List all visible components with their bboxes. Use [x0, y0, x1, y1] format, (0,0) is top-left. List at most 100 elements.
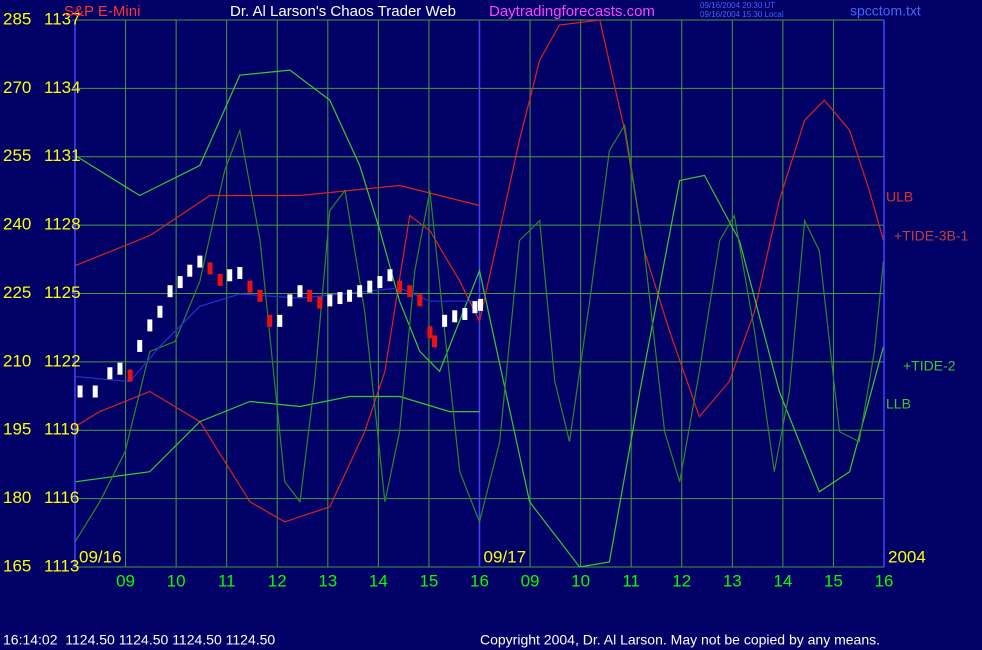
labels: 1113111611191122112511281131113411371651…	[3, 9, 969, 590]
price-bar	[177, 276, 183, 289]
y-tick-label: 1125	[44, 283, 81, 302]
price-bar	[452, 310, 458, 323]
y2-tick-label: 255	[3, 146, 31, 165]
price-bar	[107, 367, 113, 380]
y2-tick-label: 210	[3, 351, 31, 370]
y-tick-label: 1134	[44, 78, 81, 97]
y-tick-label: 1137	[44, 9, 81, 28]
price-bar	[417, 294, 423, 307]
x-tick-label: 16	[470, 571, 489, 590]
x-tick-label: 16	[875, 571, 894, 590]
y2-tick-label: 195	[3, 420, 31, 439]
y2-tick-label: 180	[3, 488, 31, 507]
price-bar	[247, 280, 253, 293]
x-tick-label: 09	[116, 571, 135, 590]
y2-tick-label: 225	[3, 283, 31, 302]
price-bar	[367, 280, 373, 293]
price-bar	[297, 285, 303, 298]
price-bar	[127, 369, 133, 382]
price-bar	[387, 269, 393, 282]
line-label: ULB	[886, 189, 913, 205]
price-bar	[442, 314, 448, 327]
grid	[75, 19, 885, 568]
price-bar	[337, 292, 343, 305]
y2-tick-label: 240	[3, 215, 31, 234]
y-tick-label: 1122	[44, 351, 81, 370]
y2-tick-label: 285	[3, 9, 31, 28]
x-tick-label: 10	[571, 571, 590, 590]
x-tick-label: 12	[672, 571, 691, 590]
price-bar	[147, 319, 153, 332]
day-label: 09/17	[484, 547, 527, 566]
y2-tick-label: 270	[3, 78, 31, 97]
y-tick-label: 1131	[44, 146, 81, 165]
y-tick-label: 1113	[44, 556, 79, 575]
line-label: LLB	[886, 396, 911, 412]
price-bar	[287, 294, 293, 307]
file-name: spcctom.txt	[850, 3, 921, 19]
price-bar	[357, 285, 363, 298]
y2-tick-label: 165	[3, 556, 31, 575]
price-bar	[472, 301, 478, 314]
price-bar	[267, 314, 273, 327]
price-bar	[137, 339, 143, 352]
x-tick-label: 10	[167, 571, 186, 590]
price-bar	[237, 266, 243, 279]
day-label: 2004	[888, 547, 926, 566]
series-line	[74, 69, 885, 568]
x-tick-label: 13	[723, 571, 742, 590]
price-bar	[117, 362, 123, 375]
price-bar	[157, 305, 163, 318]
series-line	[74, 19, 885, 523]
price-bar	[92, 385, 98, 398]
price-bar	[347, 289, 353, 302]
price-bar	[227, 269, 233, 282]
y-tick-label: 1116	[44, 488, 79, 507]
x-tick-label: 12	[268, 571, 287, 590]
price-bar	[397, 280, 403, 293]
timestamp: 09/16/2004 15:30 Local	[700, 10, 784, 19]
line-label: +TIDE-3B-1	[894, 228, 969, 244]
price-bar	[327, 294, 333, 307]
price-bar	[427, 326, 433, 339]
price-bar	[307, 289, 313, 302]
price-bar	[462, 308, 468, 321]
x-tick-label: 11	[218, 571, 236, 590]
series-line	[74, 123, 885, 543]
x-tick-label: 15	[824, 571, 843, 590]
price-bar	[77, 385, 83, 398]
price-bar	[431, 335, 437, 348]
price-bar	[207, 262, 213, 275]
site: Daytradingforecasts.com	[489, 3, 655, 20]
x-tick-label: 14	[773, 571, 792, 590]
copyright: Copyright 2004, Dr. Al Larson. May not b…	[480, 632, 880, 648]
chart-title: Dr. Al Larson's Chaos Trader Web	[230, 3, 456, 20]
price-bar	[257, 289, 263, 302]
y-tick-label: 1128	[44, 215, 81, 234]
price-bar	[478, 298, 484, 311]
price-bar	[217, 273, 223, 286]
price-bar	[277, 314, 283, 327]
price-bar	[167, 285, 173, 298]
y-tick-label: 1119	[44, 420, 79, 439]
series-line	[74, 184, 480, 267]
day-label: 09/16	[79, 547, 122, 566]
status-line: 16:14:02 1124.50 1124.50 1124.50 1124.50	[3, 632, 275, 648]
price-bar	[197, 255, 203, 268]
line-label: +TIDE-2	[903, 358, 956, 374]
price-bar	[317, 296, 323, 309]
price-bar	[187, 264, 193, 277]
timestamp: 09/16/2004 20:30 UT	[700, 1, 775, 10]
x-tick-label: 15	[419, 571, 438, 590]
x-tick-label: 09	[521, 571, 540, 590]
x-tick-label: 11	[622, 571, 640, 590]
x-tick-label: 14	[369, 571, 388, 590]
instrument: S&P E-Mini	[64, 3, 140, 20]
price-bar	[377, 276, 383, 289]
plot-area	[74, 19, 885, 568]
price-bar	[407, 285, 413, 298]
series-line	[74, 395, 480, 483]
x-tick-label: 13	[318, 571, 337, 590]
